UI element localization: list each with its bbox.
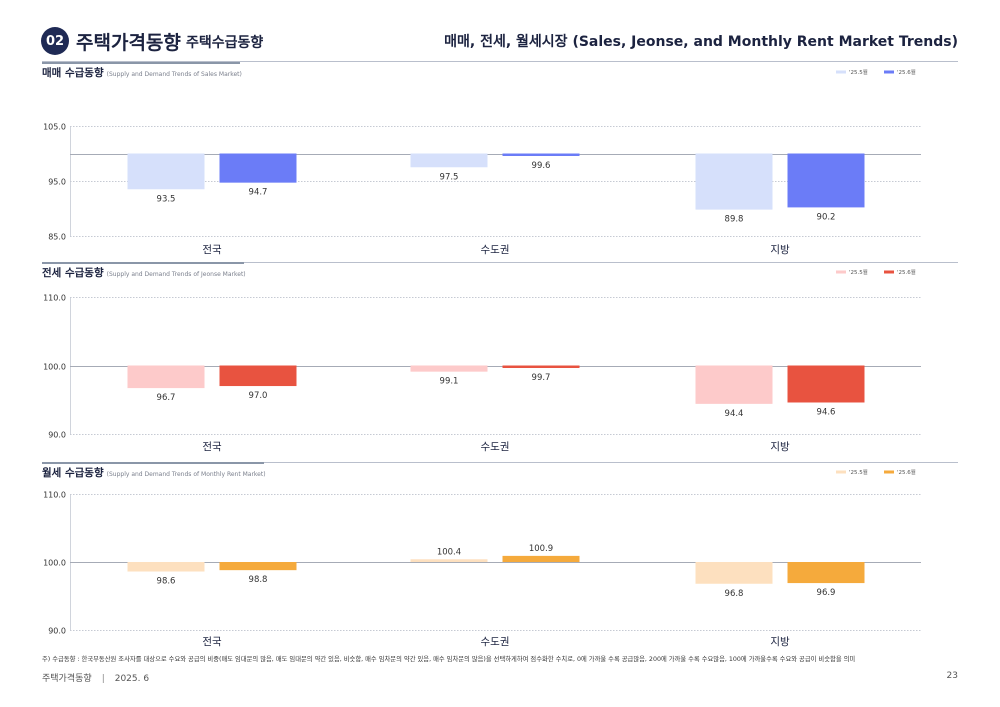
section-title: 주택가격동향	[76, 32, 181, 54]
chart-title-accent	[42, 62, 240, 64]
legend-label: '25.5월	[849, 468, 868, 476]
data-label: 99.1	[440, 377, 459, 387]
y-tick-label: 110.0	[43, 294, 66, 303]
y-tick-label: 100.0	[43, 363, 66, 372]
bar	[219, 562, 297, 571]
section-number-badge: 02	[41, 27, 69, 55]
chart-subtitle: (Supply and Demand Trends of Sales Marke…	[107, 71, 242, 78]
bar	[410, 365, 488, 372]
bar	[127, 562, 205, 572]
data-label: 96.8	[725, 589, 744, 599]
y-tick-label: 105.0	[43, 123, 66, 132]
legend-label: '25.6월	[897, 468, 916, 476]
data-label: 94.6	[817, 407, 836, 417]
chart-title-accent	[42, 462, 264, 464]
header-divider	[42, 61, 958, 62]
category-label: 지방	[770, 441, 790, 453]
footer-separator: |	[101, 674, 105, 684]
footer-date: 2025. 6	[114, 674, 150, 684]
data-label: 98.6	[157, 577, 176, 587]
bar	[695, 365, 773, 404]
data-label: 90.2	[817, 212, 836, 222]
bar	[787, 153, 865, 208]
legend-label: '25.6월	[897, 268, 916, 276]
bar	[695, 153, 773, 210]
chart-title: 월세 수급동향 (Supply and Demand Trends of Mont…	[42, 466, 266, 479]
legend-label: '25.5월	[849, 68, 868, 76]
chart-title: 전세 수급동향 (Supply and Demand Trends of Jeon…	[42, 266, 246, 279]
legend-swatch	[836, 70, 846, 74]
legend-label: '25.6월	[897, 68, 916, 76]
category-label: 수도권	[481, 244, 510, 256]
chart-legend: '25.5월 '25.6월	[836, 68, 916, 76]
data-label: 97.5	[440, 172, 459, 182]
bar	[502, 555, 580, 562]
legend-swatch	[884, 270, 894, 274]
data-label: 97.0	[249, 391, 268, 401]
category-label: 전국	[202, 636, 222, 648]
y-tick-label: 110.0	[43, 491, 66, 500]
data-label: 99.6	[532, 161, 551, 171]
chart-legend: '25.5월 '25.6월	[836, 268, 916, 276]
chart-title-accent	[42, 262, 244, 264]
page-header: 02 주택가격동향 주택수급동향 매매, 전세, 월세시장 (Sales, Je…	[0, 0, 1000, 62]
bar	[787, 562, 865, 584]
chart-1: 매매 수급동향 (Supply and Demand Trends of Sale…	[42, 62, 921, 256]
chart-3: 월세 수급동향 (Supply and Demand Trends of Mont…	[42, 462, 958, 648]
footer-publication: 주택가격동향 | 2025. 6	[42, 671, 149, 684]
data-label: 94.4	[725, 409, 744, 419]
legend-label: '25.5월	[849, 268, 868, 276]
data-label: 96.7	[157, 393, 176, 403]
legend-swatch	[884, 470, 894, 474]
chart-2: 전세 수급동향 (Supply and Demand Trends of Jeon…	[42, 262, 958, 453]
market-trends-title: 매매, 전세, 월세시장 (Sales, Jeonse, and Monthly…	[444, 34, 958, 50]
bar	[219, 153, 297, 183]
data-label: 98.8	[249, 575, 268, 585]
data-label: 93.5	[157, 194, 176, 204]
footer-publication-name: 주택가격동향	[42, 674, 92, 684]
category-label: 전국	[202, 244, 222, 256]
data-label: 94.7	[249, 188, 268, 198]
category-label: 수도권	[481, 441, 510, 453]
y-tick-label: 95.0	[48, 178, 66, 187]
bar	[410, 559, 488, 562]
y-tick-label: 90.0	[48, 627, 66, 636]
bar	[410, 153, 488, 168]
legend-swatch	[836, 270, 846, 274]
chart-subtitle: (Supply and Demand Trends of Jeonse Mark…	[107, 271, 246, 278]
chart-subtitle: (Supply and Demand Trends of Monthly Ren…	[107, 471, 266, 478]
data-label: 100.4	[437, 547, 461, 557]
category-label: 전국	[202, 441, 222, 453]
y-tick-label: 90.0	[48, 431, 66, 440]
bar	[127, 153, 205, 190]
section-subtitle: 주택수급동향	[186, 35, 264, 51]
category-label: 지방	[770, 636, 790, 648]
bar	[695, 562, 773, 584]
legend-swatch	[836, 470, 846, 474]
data-label: 89.8	[725, 215, 744, 225]
category-label: 수도권	[481, 636, 510, 648]
legend-swatch	[884, 70, 894, 74]
chart-title: 매매 수급동향 (Supply and Demand Trends of Sale…	[42, 66, 242, 79]
data-label: 100.9	[529, 544, 553, 554]
bar	[787, 365, 865, 403]
bar	[502, 153, 580, 156]
footnote: 주) 수급동향 : 한국부동산원 조사자를 대상으로 수요와 공급의 비중(매도…	[42, 656, 856, 663]
y-tick-label: 85.0	[48, 233, 66, 242]
data-label: 99.7	[532, 373, 551, 383]
chart-legend: '25.5월 '25.6월	[836, 468, 916, 476]
category-label: 지방	[770, 244, 790, 256]
bar	[502, 365, 580, 368]
page-number: 23	[946, 671, 958, 681]
bar	[219, 365, 297, 387]
data-label: 96.9	[817, 588, 836, 598]
bar	[127, 365, 205, 389]
y-tick-label: 100.0	[43, 559, 66, 568]
